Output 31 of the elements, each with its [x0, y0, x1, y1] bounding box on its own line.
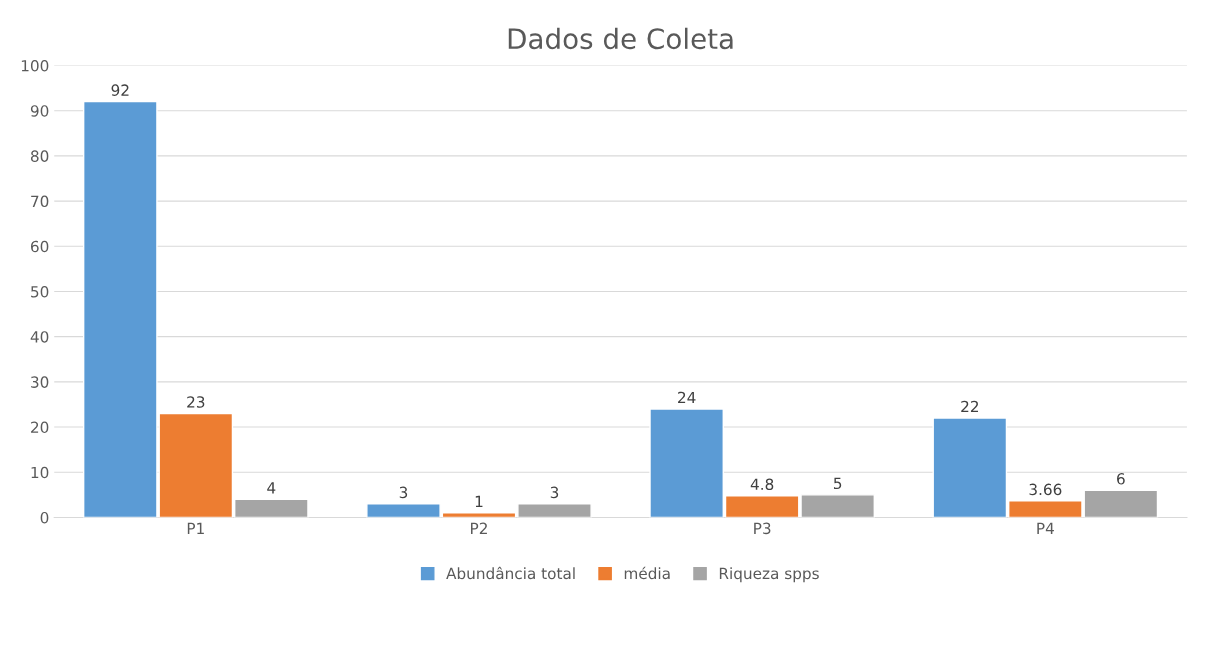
data-label: 23 [187, 396, 205, 408]
data-label: 3 [550, 486, 559, 499]
x-tick-label: P4 [1037, 522, 1054, 534]
data-label: 6 [1117, 473, 1125, 485]
y-tick-label: 80 [30, 150, 49, 162]
y-tick-label: 10 [31, 466, 49, 479]
x-tick-label: P2 [471, 522, 487, 534]
y-tick-label: 20 [31, 421, 49, 434]
legend-label: Abundância total [446, 566, 575, 580]
y-tick-label: 70 [31, 195, 49, 208]
chart-title: Dados de Coleta [508, 27, 733, 50]
legend-label: Riqueza spps [719, 567, 819, 583]
y-tick-label: 60 [30, 240, 49, 253]
data-label: 22 [961, 400, 979, 413]
y-tick-label: 40 [30, 331, 49, 343]
x-tick-label: P3 [754, 522, 771, 535]
y-tick-label: 0 [40, 511, 49, 524]
y-tick-label: 100 [21, 59, 49, 72]
data-label: 5 [833, 477, 842, 490]
data-label: 92 [111, 84, 129, 96]
data-label: 4.8 [750, 478, 774, 491]
data-label: 3.66 [1029, 483, 1062, 496]
legend-label: média [624, 566, 670, 580]
data-label: 24 [678, 391, 696, 404]
data-label: 4 [267, 482, 276, 494]
x-tick-label: P1 [187, 522, 204, 534]
y-tick-label: 90 [30, 105, 49, 117]
y-tick-label: 50 [31, 285, 49, 298]
y-tick-label: 30 [31, 376, 49, 388]
data-label: 3 [399, 486, 408, 499]
data-label: 1 [475, 495, 483, 507]
